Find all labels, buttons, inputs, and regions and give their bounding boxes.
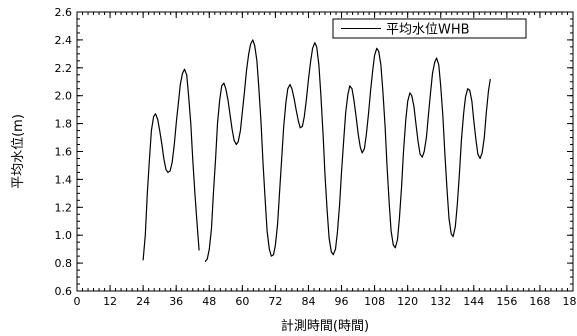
series-line-segment xyxy=(142,68,200,261)
x-tick-label: 156 xyxy=(496,295,517,308)
x-tick-label: 72 xyxy=(268,295,282,308)
x-tick-label: 84 xyxy=(301,295,315,308)
legend: 平均水位WHB xyxy=(332,18,527,39)
y-tick-label: 1.4 xyxy=(55,173,73,186)
y-tick-labels: 0.6 0.8 1.0 1.2 1.4 1.6 1.8 2.0 2.2 2.4 2.6 xyxy=(55,6,73,298)
x-tick-label: 144 xyxy=(463,295,484,308)
x-tick-label: 96 xyxy=(335,295,349,308)
legend-box xyxy=(332,18,527,39)
legend-label: 平均水位WHB xyxy=(386,23,470,38)
x-tick-label: 120 xyxy=(397,295,418,308)
y-tick-label: 1.6 xyxy=(55,146,73,159)
y-tick-label: 1.8 xyxy=(55,118,73,131)
x-tick-label: 48 xyxy=(202,295,216,308)
x-tick-label: 0 xyxy=(74,295,81,308)
plot-frame xyxy=(76,11,574,292)
x-tick-label: 60 xyxy=(235,295,249,308)
x-tick-label: 36 xyxy=(169,295,183,308)
y-tick-label: 2.2 xyxy=(55,62,73,75)
y-tick-label: 0.6 xyxy=(55,285,73,298)
series-lines xyxy=(142,39,491,263)
x-axis-title: 計測時間(時間) xyxy=(281,318,369,334)
x-tick-label: 132 xyxy=(430,295,451,308)
x-tick-label: 180 xyxy=(563,295,577,308)
y-tick-label: 0.8 xyxy=(55,257,73,270)
x-tick-label: 108 xyxy=(364,295,385,308)
y-tick-label: 1.0 xyxy=(55,229,73,242)
series-line-segment xyxy=(204,39,491,263)
y-tick-label: 2.4 xyxy=(55,34,73,47)
x-tick-labels: 0 12 24 36 48 60 72 84 96 108 120 132 144 156 168 180 xyxy=(74,295,577,308)
x-tick-label: 168 xyxy=(529,295,550,308)
x-tick-label: 24 xyxy=(136,295,150,308)
y-tick-label: 2.0 xyxy=(55,90,73,103)
x-tick-label: 12 xyxy=(103,295,117,308)
y-tick-label: 2.6 xyxy=(55,6,73,19)
y-axis-title: 平均水位(m) xyxy=(11,114,26,189)
y-tick-label: 1.2 xyxy=(55,201,73,214)
